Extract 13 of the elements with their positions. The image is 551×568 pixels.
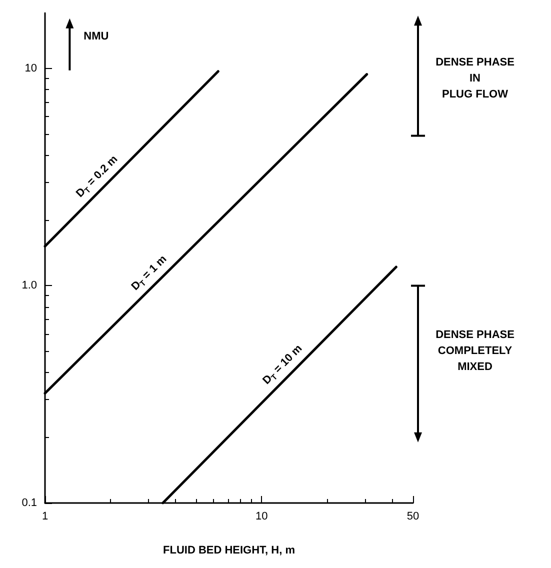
text: DENSE PHASE COMPLETELY MIXED <box>436 329 514 374</box>
text: DT = 0.2 m <box>74 153 120 200</box>
x-tick-label: 50 <box>406 510 420 522</box>
x-tick-label: 1 <box>42 510 48 522</box>
text: DT = 10 m <box>260 342 305 387</box>
y-tick-label: 1.0 <box>22 280 37 292</box>
x-tick-label: 10 <box>255 510 268 522</box>
x-axis-title: FLUID BED HEIGHT, H, m <box>162 544 296 556</box>
y-tick-label: 10 <box>24 62 37 74</box>
annotation: NMU <box>84 30 109 43</box>
y-tick-label: 0.1 <box>22 497 37 509</box>
text: DENSE PHASE IN PLUG FLOW <box>436 56 514 100</box>
text: DT = 1 m <box>129 253 170 293</box>
